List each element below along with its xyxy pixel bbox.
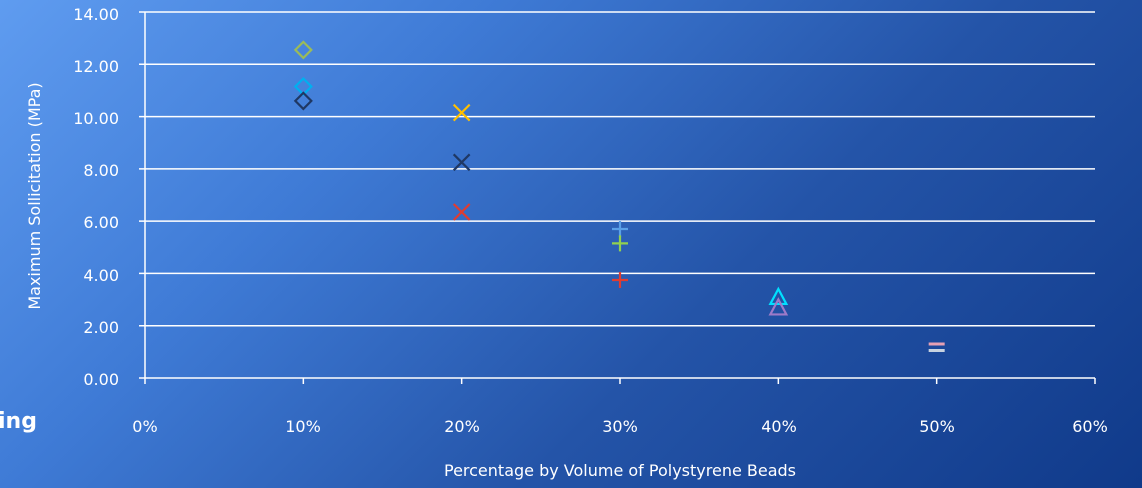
marker-layer xyxy=(293,40,945,353)
data-point-triangle xyxy=(768,286,789,306)
axis-layer xyxy=(139,12,1096,384)
y-tick-label: 10.00 xyxy=(73,109,119,128)
y-tick-label: 0.00 xyxy=(83,370,119,389)
y-tick-label: 8.00 xyxy=(83,161,119,180)
x-axis-title: Percentage by Volume of Polystyrene Bead… xyxy=(444,461,796,480)
data-point-x xyxy=(452,103,471,122)
y-tick-label: 14.00 xyxy=(73,5,119,24)
grid-layer xyxy=(139,11,1095,327)
y-tick-label: 12.00 xyxy=(73,57,119,76)
x-tick-label: 40% xyxy=(761,417,797,436)
x-tick-label: 60% xyxy=(1072,417,1108,436)
data-point-triangle xyxy=(768,297,789,316)
data-point-diamond xyxy=(293,91,313,111)
data-point-diamond xyxy=(293,76,313,97)
data-point-x xyxy=(452,153,471,172)
x-tick-label: 10% xyxy=(285,417,321,436)
cropped-heading-text: ing xyxy=(0,409,37,434)
y-tick-label: 6.00 xyxy=(83,213,119,232)
data-point-plus xyxy=(612,235,628,252)
x-tick-label: 50% xyxy=(919,417,955,436)
y-tick-label: 2.00 xyxy=(83,318,119,337)
data-point-plus xyxy=(612,220,628,237)
data-point-diamond xyxy=(293,40,313,60)
data-point-x xyxy=(452,203,471,221)
x-tick-label: 0% xyxy=(132,417,157,436)
x-tick-label: 30% xyxy=(602,417,638,436)
y-tick-label: 4.00 xyxy=(83,266,119,285)
data-point-plus xyxy=(612,271,628,288)
y-axis-title: Maximum Sollicitation (MPa) xyxy=(25,82,44,309)
x-tick-label: 20% xyxy=(444,417,480,436)
